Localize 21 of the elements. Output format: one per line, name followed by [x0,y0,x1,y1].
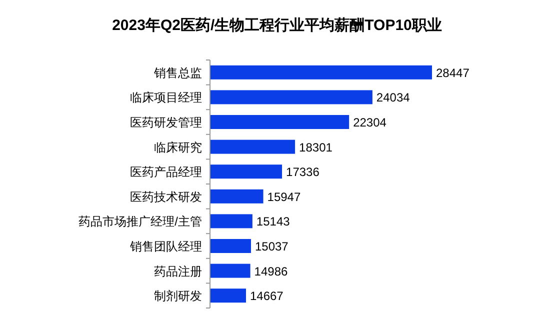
title: 2023年Q2医药/生物工程行业平均薪酬TOP10职业 [112,17,442,34]
data-label: 15037 [255,240,288,254]
y-tick-label: 销售总监 [154,66,202,80]
y-tick-label: 制剂研发 [154,289,202,304]
data-label: 14986 [254,264,288,278]
y-tick-label: 医药产品经理 [130,165,202,180]
y-tick-label: 销售团队经理 [130,240,202,254]
y-tick-label: 药品注册 [154,264,202,278]
y-tick-label: 医药技术研发 [130,190,202,204]
y-tick-label: 临床研究 [154,140,202,154]
data-label: 28447 [436,66,470,80]
y-tick-label: 医药研发管理 [130,116,202,130]
data-label: 24034 [376,90,410,105]
data-label: 15947 [267,190,301,204]
data-label: 22304 [353,116,386,130]
y-tick-label: 临床项目经理 [130,90,202,105]
data-label: 18301 [299,140,332,154]
data-label: 17336 [286,165,320,180]
data-label: 14667 [250,289,284,304]
data-label: 15143 [256,214,290,229]
y-tick-label: 药品市场推广经理/主管 [78,214,202,229]
